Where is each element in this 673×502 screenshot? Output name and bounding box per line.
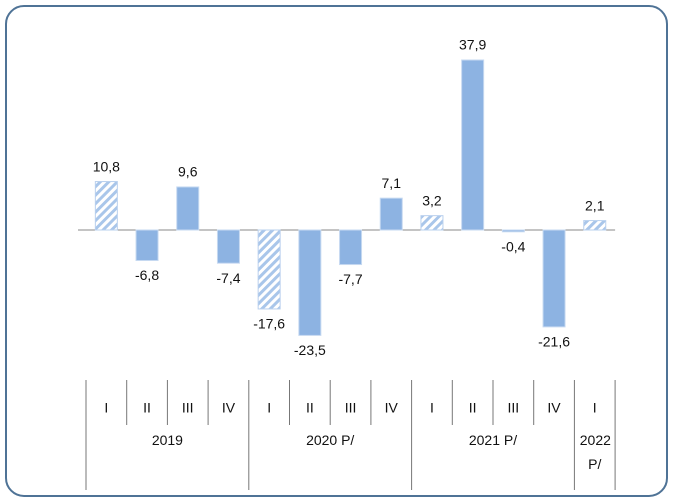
bar [176,186,200,231]
x-tick-label: IV [385,400,399,416]
x-tick-label: II [306,400,314,416]
bar [501,229,525,233]
bar [420,215,444,231]
data-label: 10,8 [93,158,120,174]
data-label: 2,1 [585,197,605,213]
data-label: -17,6 [253,316,285,332]
data-label: 9,6 [178,164,198,180]
x-tick-label: II [469,400,477,416]
bar [94,181,118,231]
data-label: -23,5 [294,342,326,358]
bar [135,229,159,262]
group-label: 2019 [151,432,183,448]
bar [298,229,322,336]
data-label: -0,4 [501,238,525,254]
bar [542,229,566,328]
bar [461,59,485,231]
x-tick-label: III [182,400,194,416]
x-tick-label: I [267,400,271,416]
data-label: -6,8 [135,267,159,283]
bar [339,229,363,266]
data-label: -7,4 [216,270,240,286]
x-tick-label: II [143,400,151,416]
x-tick-label: IV [222,400,236,416]
x-tick-label: III [508,400,520,416]
data-label: -21,6 [538,334,570,350]
bar [583,220,607,231]
x-tick-label: I [593,400,597,416]
bar [216,229,240,264]
bar [379,197,403,231]
frame [5,5,668,497]
x-tick-label: III [345,400,357,416]
group-label: 2020 P/ [306,432,355,448]
data-label: -7,7 [338,271,362,287]
bar [257,229,281,310]
group-label: 2021 P/ [468,432,518,448]
data-label: 37,9 [459,37,486,53]
x-tick-label: IV [547,400,561,416]
x-tick-label: I [430,400,434,416]
data-label: 3,2 [422,192,442,208]
group-label: 2022 P/ [579,432,611,472]
data-label: 7,1 [382,175,402,191]
x-tick-label: I [104,400,108,416]
